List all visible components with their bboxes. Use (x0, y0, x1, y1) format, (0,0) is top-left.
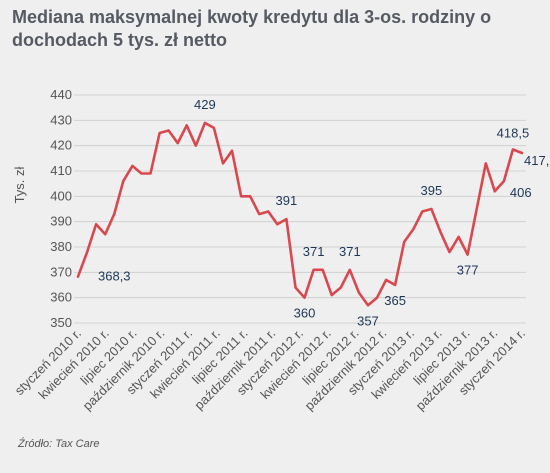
y-tick-label: 380 (50, 239, 72, 254)
series-line (76, 121, 524, 307)
data-labels: 368,3 429 391 360 371 371 357 365 395 377 406 418,5… (98, 97, 550, 328)
y-tick-label: 360 (50, 290, 72, 305)
y-tick-label: 400 (50, 188, 72, 203)
data-label: 357 (357, 313, 379, 328)
chart-title: Mediana maksymalnej kwoty kredytu dla 3-… (12, 7, 492, 50)
data-label: 371 (303, 244, 325, 259)
data-label: 377 (457, 263, 479, 278)
data-label: 391 (276, 193, 298, 208)
gridlines (74, 94, 526, 324)
x-axis-ticks: styczeń 2010 r.kwiecień 2010 r.lipiec 20… (12, 326, 528, 414)
data-label: 371 (339, 244, 361, 259)
data-label: 365 (384, 293, 406, 308)
series-path (76, 121, 524, 307)
data-label: 429 (194, 97, 216, 112)
data-label: 360 (294, 306, 316, 321)
data-label: 406 (510, 185, 532, 200)
data-label: 418,5 (497, 125, 530, 140)
y-tick-label: 390 (50, 214, 72, 229)
data-label: 395 (421, 183, 443, 198)
y-axis-ticks: 350 360 370 380 390 400 410 420 430 440 (50, 87, 72, 330)
source-note: Źródło: Tax Care (18, 438, 100, 450)
y-tick-label: 420 (50, 138, 72, 153)
y-tick-label: 430 (50, 112, 72, 127)
data-label: 368,3 (98, 269, 131, 284)
y-axis-label: Tys. zł (12, 166, 27, 203)
y-tick-label: 370 (50, 264, 72, 279)
y-tick-label: 350 (50, 315, 72, 330)
y-tick-label: 410 (50, 163, 72, 178)
data-label: 417,1 (524, 153, 550, 168)
y-tick-label: 440 (50, 87, 72, 102)
